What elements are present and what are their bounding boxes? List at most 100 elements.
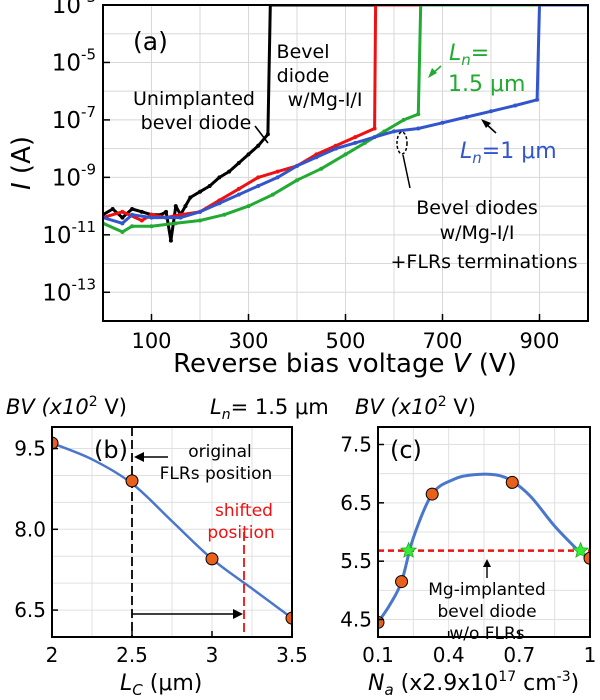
panel-b-shifted-line2: position xyxy=(207,523,274,543)
panel-a-xlabel: Reverse bias voltage V (V) xyxy=(173,349,517,379)
panel-b-xlabel-var: L xyxy=(120,671,132,696)
annotation-bevel-mgi-line1: Bevel xyxy=(277,41,330,63)
panel-a-ylabel-unit: (A) xyxy=(7,136,37,182)
panel-c-ytick-label: 6.5 xyxy=(340,491,372,515)
series-0-point xyxy=(246,152,251,157)
panel-c: BV (x102 V) 0.1 0.4 0.7 1 7.5 6.5 5.5 4.5 (c) M… xyxy=(340,394,596,699)
series-0-point xyxy=(227,169,232,174)
panel-b-ytick-label: 8.0 xyxy=(14,517,46,541)
panel-c-plot xyxy=(378,472,590,629)
annotation-flrs-pointer xyxy=(402,154,411,189)
panel-c-reference-label: Mg-implanted bevel diode w/o FLRs xyxy=(428,580,546,644)
panel-c-xtick-label: 0.4 xyxy=(433,643,465,667)
series-0-point xyxy=(173,204,178,209)
panel-b-shifted-label: shifted position xyxy=(207,501,274,543)
panel-c-reference-line1: Mg-implanted xyxy=(428,580,546,600)
annotation-ln15-eq: = xyxy=(471,41,489,66)
panel-c-ytick-label: 5.5 xyxy=(340,549,372,573)
series-0-point xyxy=(256,143,261,148)
panel-b: BV (x102 V) Ln= 1.5 μm 2 2.5 3 3.59.58.06.5… xyxy=(6,394,329,699)
annotation-ln15-arrowhead xyxy=(428,68,437,78)
panel-b-original-line2: FLRs position xyxy=(160,464,273,484)
panel-a-ylabel: I (A) xyxy=(7,136,37,190)
panel-c-ylabel: BV (x102 V) xyxy=(355,394,476,419)
series-0-point xyxy=(188,195,193,200)
panel-a-xtick-label: 700 xyxy=(422,329,462,353)
panel-c-xlabel-mid: (x2.9x10 xyxy=(394,671,499,696)
panel-b-shift-arrowhead xyxy=(233,609,243,619)
panel-c-data-point xyxy=(395,575,409,589)
series-2-point xyxy=(362,140,367,145)
panel-c-xlabel-exp1: 17 xyxy=(498,669,516,685)
series-3-point xyxy=(489,109,493,114)
panel-a-ytick-label: 10-3 xyxy=(52,0,96,19)
panel-b-xtick-label: 2 xyxy=(46,643,59,667)
panel-a-xlabel-prefix: Reverse bias voltage xyxy=(173,349,453,379)
series-2-point xyxy=(270,192,275,197)
panel-a-ticks: 100 300 500 700 900 10-3 10-5 10-7 10-9 10-11 10-1… xyxy=(42,0,559,353)
panel-b-data-point xyxy=(285,611,292,625)
panel-b-ylabel-suffix: V) xyxy=(98,395,127,419)
series-line-2 xyxy=(103,5,540,234)
panel-b-header: Ln= 1.5 μm xyxy=(210,395,329,423)
series-1-point xyxy=(256,175,261,180)
series-2-point xyxy=(319,166,324,171)
series-3-point xyxy=(372,135,377,140)
series-3-point xyxy=(149,215,154,220)
series-0-point xyxy=(130,206,135,211)
series-0-point xyxy=(265,132,270,137)
panel-b-original-arrowhead xyxy=(134,452,144,462)
series-3-point xyxy=(333,146,338,151)
panel-c-ytick-label: 7.5 xyxy=(340,433,372,457)
series-3-point xyxy=(130,212,135,217)
panel-c-frame xyxy=(377,426,591,638)
panel-a-xtick-label: 900 xyxy=(519,329,559,353)
series-3-point xyxy=(314,155,319,160)
panel-b-header-sub: n xyxy=(222,407,231,423)
panel-c-grid xyxy=(378,427,590,637)
panel-c-crossing-star xyxy=(400,541,418,558)
series-1-point xyxy=(353,135,358,140)
series-3-point xyxy=(198,209,202,214)
panel-c-reference-arrowhead xyxy=(483,559,491,567)
annotation-ln1-var: L xyxy=(460,139,472,164)
series-1-point xyxy=(275,169,280,174)
annotation-bevel-mgi-line3: w/Mg-I/I xyxy=(288,89,363,111)
panel-b-ylabel-exp: 2 xyxy=(89,394,98,410)
panel-b-ylabel: BV (x102 V) xyxy=(6,394,127,419)
series-0-point xyxy=(110,206,115,211)
series-0-point xyxy=(183,204,188,209)
series-3-point xyxy=(440,120,445,125)
panel-a-ytick-label: 10-11 xyxy=(42,218,96,249)
panel-a-grid xyxy=(103,5,588,321)
series-0-point xyxy=(120,215,125,220)
series-1-point xyxy=(139,218,144,223)
panel-c-ylabel-exp: 2 xyxy=(438,394,447,410)
panel-b-xlabel-sub: C xyxy=(132,681,143,699)
series-0-point xyxy=(217,175,222,180)
annotation-bevel-mgi-line2: diode xyxy=(277,65,330,87)
panel-b-data-point xyxy=(125,474,139,488)
panel-b-shifted-line1: shifted xyxy=(215,501,273,521)
series-0-point xyxy=(139,209,144,214)
series-3-point xyxy=(464,115,469,120)
panel-c-data-point xyxy=(505,475,519,489)
panel-c-xlabel-sub: a xyxy=(384,681,393,699)
panel-a-ytick-label: 10-7 xyxy=(52,103,96,134)
annotation-unimplanted-line2: bevel diode xyxy=(141,112,252,134)
panel-c-xlabel-mid2: cm xyxy=(516,671,557,696)
annotation-ln1-rest: =1 μm xyxy=(482,139,557,164)
panel-b-label: (b) xyxy=(94,436,128,464)
panel-a-xtick-label: 500 xyxy=(325,329,365,353)
panel-b-xlabel-unit: (μm) xyxy=(143,671,203,696)
series-2-point xyxy=(149,224,154,229)
annotation-ln15-sub: n xyxy=(461,51,471,69)
series-2-point xyxy=(173,221,178,226)
panel-b-data-point xyxy=(205,552,219,566)
panel-b-ylabel-prefix: BV (x10 xyxy=(6,395,89,419)
panel-c-xlabel-var: N xyxy=(368,671,384,696)
series-1-point xyxy=(372,126,377,131)
series-3-point xyxy=(178,215,183,220)
panel-c-ytick-label: 4.5 xyxy=(340,608,372,632)
